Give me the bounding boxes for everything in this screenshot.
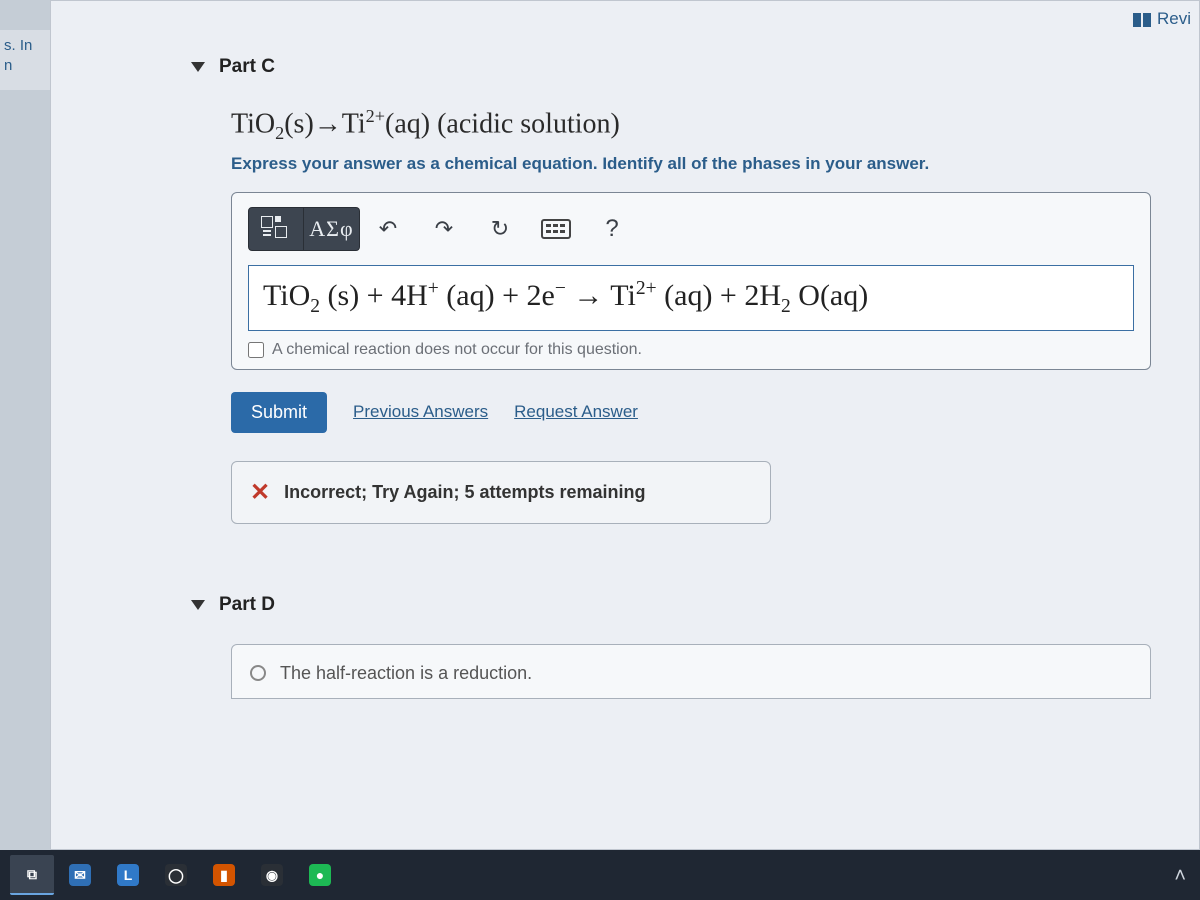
- chevron-down-icon[interactable]: [191, 600, 205, 610]
- cortana-glyph: ◯: [165, 864, 187, 886]
- reset-icon: ↻: [491, 216, 509, 242]
- main-content: Part C TiO2(s)→Ti2+(aq) (acidic solution…: [191, 56, 1169, 699]
- answer-box: ΑΣφ ↶ ↷ ↻ ? TiO2 (s) + 4H+ (aq) + 2e− → …: [231, 192, 1151, 370]
- letter-l-icon[interactable]: L: [106, 855, 150, 895]
- chevron-down-icon[interactable]: [191, 62, 205, 72]
- no-reaction-option[interactable]: A chemical reaction does not occur for t…: [248, 341, 1134, 359]
- part-d-option-text: The half-reaction is a reduction.: [280, 663, 532, 684]
- actions-row: Submit Previous Answers Request Answer: [231, 392, 1169, 433]
- help-button[interactable]: ?: [584, 207, 640, 251]
- feedback-box: ✕ Incorrect; Try Again; 5 attempts remai…: [231, 461, 771, 524]
- answer-input[interactable]: TiO2 (s) + 4H+ (aq) + 2e− → Ti2+ (aq) + …: [248, 265, 1134, 331]
- letter-l-glyph: L: [117, 864, 139, 886]
- format-template-icon: [261, 216, 291, 242]
- mail-glyph: ✉: [69, 864, 91, 886]
- store-icon[interactable]: ⧉: [10, 855, 54, 895]
- flag-icon: [1133, 12, 1151, 26]
- submit-button[interactable]: Submit: [231, 392, 327, 433]
- review-label: Revi: [1157, 9, 1191, 29]
- radio-icon[interactable]: [250, 665, 266, 681]
- windows-taskbar[interactable]: ⧉ ✉ L ◯ ▮ ◉ ● ˄: [0, 850, 1200, 900]
- help-label: ?: [605, 215, 618, 243]
- keyboard-icon: [541, 219, 571, 239]
- equation-toolbar: ΑΣφ ↶ ↷ ↻ ?: [248, 207, 1134, 251]
- review-link[interactable]: Revi: [1133, 9, 1191, 29]
- chrome-icon[interactable]: ◉: [250, 855, 294, 895]
- part-c-instruction: Express your answer as a chemical equati…: [231, 154, 1169, 174]
- office-icon[interactable]: ▮: [202, 855, 246, 895]
- part-c-equation: TiO2(s)→Ti2+(aq) (acidic solution): [231, 106, 1169, 144]
- side-line1: s. In: [4, 36, 46, 56]
- no-reaction-checkbox[interactable]: [248, 342, 264, 358]
- greek-symbols-button[interactable]: ΑΣφ: [304, 207, 360, 251]
- page-background: Revi Part C TiO2(s)→Ti2+(aq) (acidic sol…: [50, 0, 1200, 850]
- feedback-text: Incorrect; Try Again; 5 attempts remaini…: [284, 482, 645, 503]
- sidebar-fragment: s. In n: [0, 30, 50, 90]
- reset-button[interactable]: ↻: [472, 207, 528, 251]
- redo-button[interactable]: ↷: [416, 207, 472, 251]
- tray-chevron-icon[interactable]: ˄: [1174, 865, 1186, 888]
- part-d-title: Part D: [219, 594, 275, 616]
- store-glyph: ⧉: [21, 863, 43, 885]
- greek-label: ΑΣφ: [309, 216, 353, 242]
- no-reaction-label: A chemical reaction does not occur for t…: [272, 341, 642, 359]
- part-c-header[interactable]: Part C: [191, 56, 1169, 78]
- undo-icon: ↶: [379, 216, 397, 242]
- format-template-button[interactable]: [248, 207, 304, 251]
- part-d-option-box[interactable]: The half-reaction is a reduction.: [231, 644, 1151, 699]
- spotify-glyph: ●: [309, 864, 331, 886]
- spotify-icon[interactable]: ●: [298, 855, 342, 895]
- request-answer-link[interactable]: Request Answer: [514, 402, 638, 422]
- chrome-glyph: ◉: [261, 864, 283, 886]
- previous-answers-link[interactable]: Previous Answers: [353, 402, 488, 422]
- part-d-header[interactable]: Part D: [191, 594, 1169, 616]
- redo-icon: ↷: [435, 216, 453, 242]
- keyboard-button[interactable]: [528, 207, 584, 251]
- part-c-title: Part C: [219, 56, 275, 78]
- office-glyph: ▮: [213, 864, 235, 886]
- undo-button[interactable]: ↶: [360, 207, 416, 251]
- error-icon: ✕: [250, 478, 270, 507]
- cortana-icon[interactable]: ◯: [154, 855, 198, 895]
- side-line2: n: [4, 56, 46, 76]
- mail-icon[interactable]: ✉: [58, 855, 102, 895]
